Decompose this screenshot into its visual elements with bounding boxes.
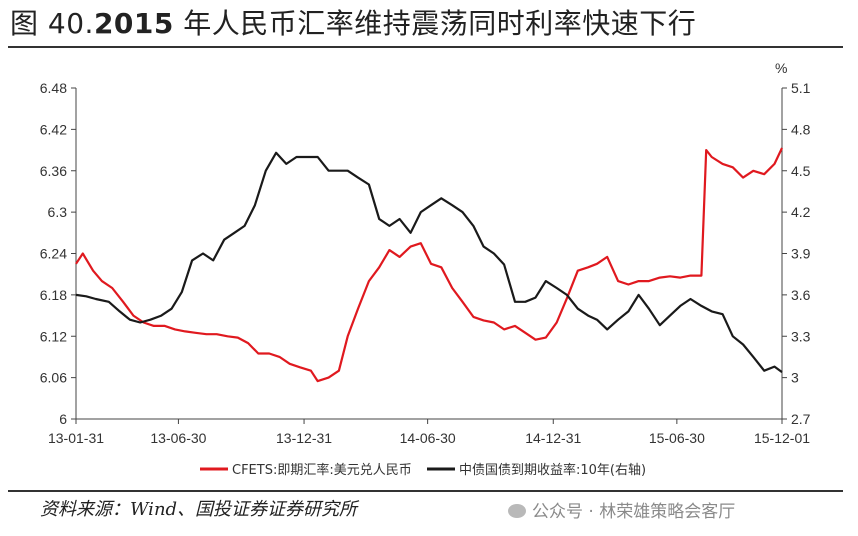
wechat-icon	[508, 504, 526, 518]
watermark-text: 公众号 · 林荣雄策略会客厅	[532, 502, 736, 522]
right-tick-label: 5.1	[791, 80, 811, 96]
footer-rule	[8, 490, 843, 492]
title-prefix: 图 40.	[10, 7, 94, 40]
left-tick-label: 6.12	[40, 328, 67, 344]
legend-label-cgb10y: 中债国债到期收益率:10年(右轴)	[459, 462, 646, 478]
source-note: 资料来源：Wind、国投证券证券研究所	[40, 499, 358, 520]
left-tick-label: 6.3	[48, 204, 68, 220]
title-year: 2015	[93, 7, 174, 40]
x-tick-label: 13-12-31	[276, 430, 332, 446]
left-tick-label: 6.24	[40, 246, 67, 262]
title-rule	[8, 46, 843, 48]
x-tick-label: 15-12-01	[754, 430, 810, 446]
right-tick-label: 3.3	[791, 328, 811, 344]
left-tick-label: 6.36	[40, 163, 67, 179]
series-line-cgb10y	[75, 151, 783, 373]
left-tick-label: 6	[59, 411, 67, 427]
left-tick-label: 6.48	[40, 80, 67, 96]
x-tick-label: 14-12-31	[525, 430, 581, 446]
left-tick-label: 6.18	[40, 287, 67, 303]
chart-area: % 6.48 6.42 6.36 6.3 6.24 6.18 6.12 6.06 6 5.1 4.8…	[40, 60, 811, 478]
x-tick-label: 15-06-30	[649, 430, 705, 446]
x-tick-label: 14-06-30	[400, 430, 456, 446]
series-lines	[75, 147, 783, 383]
chart-axes	[71, 87, 787, 424]
x-tick-label: 13-06-30	[150, 430, 206, 446]
legend-label-cfets: CFETS:即期汇率:美元兑人民币	[232, 462, 412, 478]
right-tick-label: 3.9	[791, 246, 811, 262]
right-axis-unit: %	[775, 60, 787, 76]
tick-labels: 6.48 6.42 6.36 6.3 6.24 6.18 6.12 6.06 6 5.1 4.8 4.…	[40, 80, 811, 446]
watermark: 公众号 · 林荣雄策略会客厅	[508, 497, 735, 522]
left-tick-label: 6.06	[40, 370, 67, 386]
right-tick-label: 4.5	[791, 163, 811, 179]
title-rest: 年人民币汇率维持震荡同时利率快速下行	[173, 7, 697, 40]
x-tick-label: 13-01-31	[48, 430, 104, 446]
legend: CFETS:即期汇率:美元兑人民币 中债国债到期收益率:10年(右轴)	[200, 462, 646, 478]
left-tick-label: 6.42	[40, 121, 67, 137]
right-tick-label: 4.8	[791, 121, 811, 137]
right-tick-label: 4.2	[791, 204, 811, 220]
right-tick-label: 3.6	[791, 287, 811, 303]
chart-title: 图 40.2015 年人民币汇率维持震荡同时利率快速下行	[10, 6, 696, 42]
right-tick-label: 3	[791, 370, 799, 386]
series-line-cfets	[75, 147, 783, 383]
right-tick-label: 2.7	[791, 411, 811, 427]
